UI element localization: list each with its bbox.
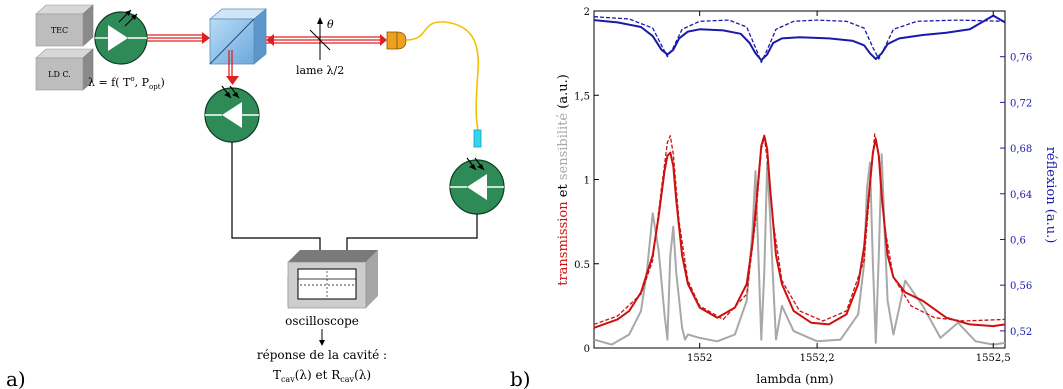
beam-splitter-cube bbox=[208, 8, 268, 65]
laser-beam-to-fiber bbox=[266, 34, 387, 46]
y-right-tick-label: 0,56 bbox=[1010, 281, 1032, 292]
y-axis-right-label: réflexion (a.u.) bbox=[1043, 147, 1058, 244]
half-wave-plate: θ lame λ/2 bbox=[296, 17, 344, 77]
optical-fiber bbox=[405, 21, 480, 131]
cavity-response-label: réponse de la cavité : bbox=[257, 348, 387, 362]
y-right-tick-label: 0,52 bbox=[1010, 327, 1032, 338]
photodetector-1-icon bbox=[204, 85, 260, 143]
panel-b-label: b) bbox=[510, 367, 531, 389]
y-left-tick-label: 1 bbox=[584, 176, 590, 187]
y-left-tick-label: 0 bbox=[584, 344, 590, 355]
theta-symbol: θ bbox=[327, 18, 334, 31]
y-left-tick-label: 0.5 bbox=[574, 260, 590, 271]
y-right-tick-label: 0,76 bbox=[1010, 53, 1032, 64]
y-label-transmission: transmission bbox=[556, 201, 571, 286]
y-label-sensitivity: sensibilité bbox=[556, 113, 571, 181]
down-arrow-icon bbox=[319, 340, 325, 346]
y-right-tick-label: 0,6 bbox=[1010, 235, 1026, 246]
oscilloscope-label: oscilloscope bbox=[285, 314, 359, 328]
cavity-response-formula: Tcav(λ) et Rcav(λ) bbox=[273, 368, 371, 384]
signal-cables bbox=[231, 142, 478, 262]
y-left-tick-label: 2 bbox=[584, 7, 590, 18]
ld-controller-label: LD C. bbox=[48, 70, 71, 79]
x-tick-label: 1552,2 bbox=[800, 353, 835, 364]
oscilloscope-body bbox=[287, 250, 378, 309]
tec-box: TEC bbox=[35, 4, 94, 47]
laser-beam-reflected bbox=[226, 50, 239, 85]
fiber-connector bbox=[386, 31, 407, 50]
spectrum-chart: b) 1552 1552,2 1552,5 0 0.5 1 1,5 2 0,52 0,56 0,6 0… bbox=[510, 7, 1058, 389]
half-wave-plate-label: lame λ/2 bbox=[296, 64, 344, 77]
laser-beam-input bbox=[147, 32, 210, 44]
panel-a-label: a) bbox=[6, 367, 26, 389]
tec-label: TEC bbox=[51, 26, 68, 35]
y-axis-left-label: transmission et sensibilité (a.u.) bbox=[556, 74, 571, 286]
series-line-0 bbox=[593, 134, 1006, 329]
lambda-equation: λ = f( To, Popt) bbox=[88, 75, 165, 91]
ld-controller-box: LD C. bbox=[35, 48, 94, 91]
series-line-2 bbox=[593, 153, 1006, 346]
y-right-tick-label: 0,72 bbox=[1010, 98, 1032, 109]
setup-diagram: TEC LD C. λ = f( To, Popt) bbox=[6, 4, 505, 389]
y-right-tick-label: 0,68 bbox=[1010, 144, 1032, 155]
y-left-tick-label: 1,5 bbox=[574, 91, 590, 102]
series-line-3 bbox=[593, 14, 1006, 62]
photodetector-2-icon bbox=[449, 157, 505, 215]
axis-layer: 1552 1552,2 1552,5 0 0.5 1 1,5 2 0,52 0,56 0,6 0,64… bbox=[574, 7, 1032, 364]
x-tick-label: 1552 bbox=[687, 353, 712, 364]
series-layer bbox=[593, 14, 1006, 346]
x-tick-label: 1552,5 bbox=[976, 353, 1011, 364]
y-right-tick-label: 0,64 bbox=[1010, 190, 1032, 201]
fiber-end bbox=[473, 129, 482, 148]
laser-diode-icon bbox=[94, 9, 148, 65]
plot-frame bbox=[593, 10, 1006, 349]
x-axis-label: lambda (nm) bbox=[756, 372, 833, 386]
